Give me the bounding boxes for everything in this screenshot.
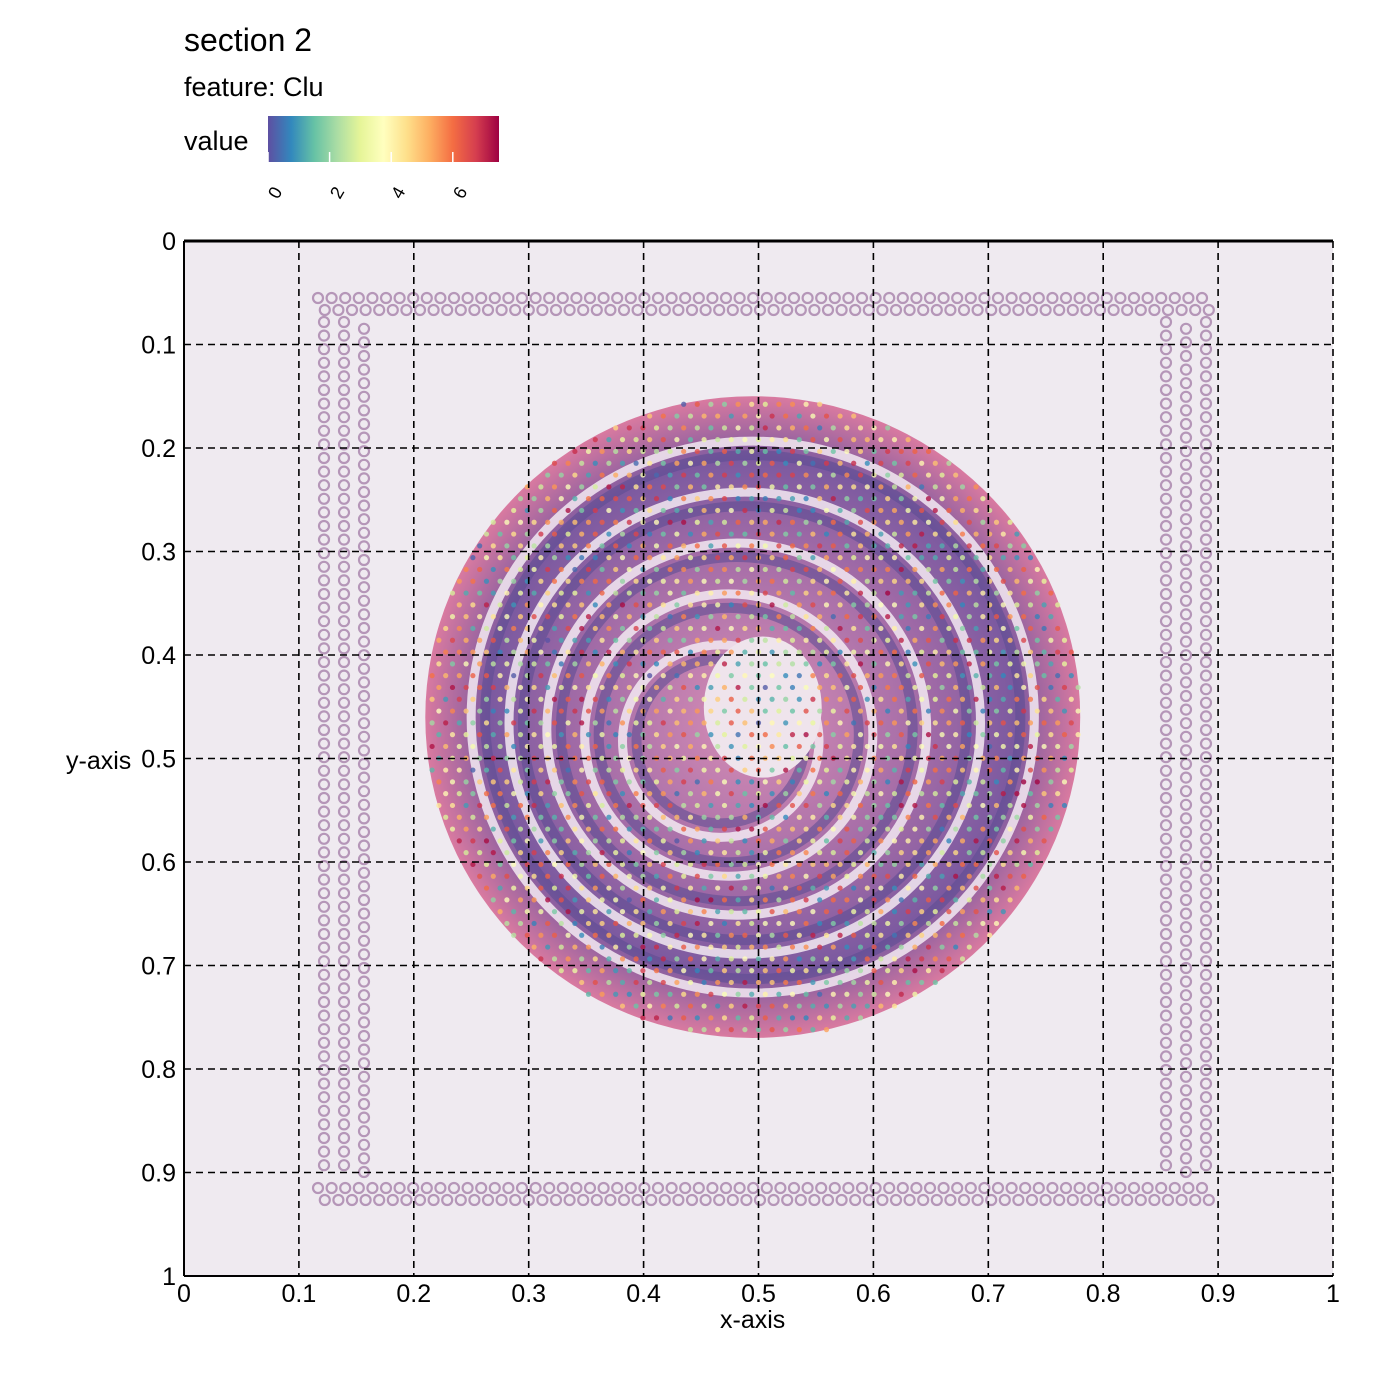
x-axis-title: x-axis [720,1306,786,1334]
y-tick-label: 0.4 [141,642,176,670]
x-tick-label: 0.4 [626,1280,661,1308]
tick-labels: 0 0.1 0.2 0.3 0.4 0.5 0.6 0.7 0.8 0.9 100.10.20.30… [141,228,1340,1308]
y-tick-label: 0.5 [141,746,176,774]
axes [183,239,1333,1277]
y-tick-label: 0.6 [141,849,176,877]
legend-title: value [184,126,249,156]
y-tick-label: 0.2 [141,435,176,463]
plot-title: section 2 [184,22,313,58]
x-tick-label: 0 [177,1280,191,1308]
x-tick-label: 0.3 [511,1280,546,1308]
y-tick-label: 0.3 [141,539,176,567]
plot-subtitle: feature: Clu [184,72,324,102]
colorbar [268,116,499,162]
x-tick-label: 0.5 [741,1280,776,1308]
spot-layer [429,401,1081,1033]
x-tick-label: 0.6 [856,1280,891,1308]
x-tick-label: 0.1 [282,1280,317,1308]
y-tick-label: 0.9 [141,1160,176,1188]
x-tick-label: 1 [1326,1280,1340,1308]
y-tick-label: 0.1 [141,332,176,360]
y-tick-label: 0.8 [141,1056,176,1084]
x-tick-label: 0.9 [1201,1280,1236,1308]
x-tick-label: 0.7 [971,1280,1006,1308]
y-tick-label: 1 [162,1263,176,1291]
y-axis-title: y-axis [66,747,132,775]
fiducial-spots [311,291,1215,1207]
x-tick-label: 0.8 [1086,1280,1121,1308]
tissue-section [425,396,1081,1038]
y-tick-label: 0 [162,228,176,256]
x-tick-label: 0.2 [396,1280,431,1308]
y-tick-label: 0.7 [141,953,176,981]
